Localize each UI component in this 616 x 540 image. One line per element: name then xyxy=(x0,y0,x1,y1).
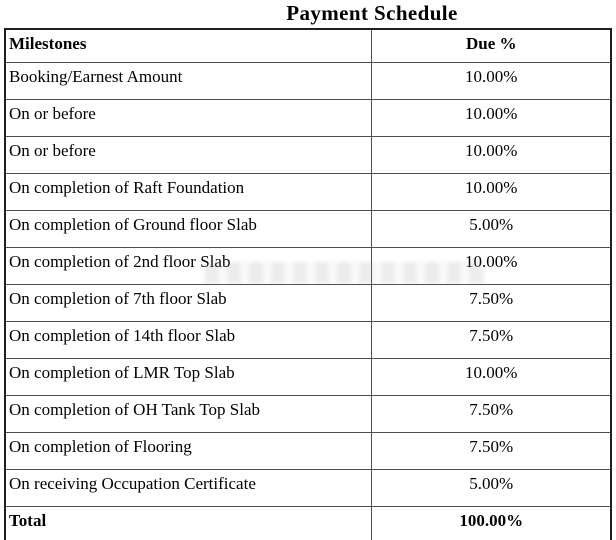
page-title: Payment Schedule xyxy=(286,1,458,25)
header-row: Milestones Due % xyxy=(4,28,612,63)
due-percent-cell: 5.00% xyxy=(370,469,612,507)
due-percent-cell: 10.00% xyxy=(370,136,612,174)
table-body: Booking/Earnest Amount 10.00% On or before… xyxy=(4,62,612,507)
milestone-cell: On or before xyxy=(4,136,372,174)
table-row: On completion of LMR Top Slab 10.00% xyxy=(4,358,612,396)
milestone-cell: On completion of 14th floor Slab xyxy=(4,321,372,359)
due-percent-cell: 10.00% xyxy=(370,173,612,211)
table-header: Milestones Due % xyxy=(4,28,612,63)
total-row: Total 100.00% xyxy=(4,506,612,540)
total-label: Total xyxy=(4,506,372,540)
due-percent-cell: 7.50% xyxy=(370,284,612,322)
milestone-cell: On completion of OH Tank Top Slab xyxy=(4,395,372,433)
table-row: On completion of 14th floor Slab 7.50% xyxy=(4,321,612,359)
total-due-value: 100.00% xyxy=(370,506,612,540)
due-percent-cell: 10.00% xyxy=(370,99,612,137)
table-row: On completion of 2nd floor Slab 10.00% xyxy=(4,247,612,285)
due-percent-cell: 10.00% xyxy=(370,358,612,396)
table-row: On or before 10.00% xyxy=(4,99,612,137)
milestone-cell: On receiving Occupation Certificate xyxy=(4,469,372,507)
due-percent-cell: 5.00% xyxy=(370,210,612,248)
table-row: On completion of OH Tank Top Slab 7.50% xyxy=(4,395,612,433)
table-row: Booking/Earnest Amount 10.00% xyxy=(4,62,612,100)
table-row: On completion of Flooring 7.50% xyxy=(4,432,612,470)
milestone-cell: On or before xyxy=(4,99,372,137)
table-row: On or before 10.00% xyxy=(4,136,612,174)
milestone-cell: Booking/Earnest Amount xyxy=(4,62,372,100)
column-header-milestones: Milestones xyxy=(4,28,372,63)
payment-schedule-table: Milestones Due % Booking/Earnest Amount 1… xyxy=(4,28,612,540)
due-percent-cell: 10.00% xyxy=(370,62,612,100)
table-row: On completion of Ground floor Slab 5.00% xyxy=(4,210,612,248)
table-footer: Total 100.00% xyxy=(4,506,612,540)
due-percent-cell: 7.50% xyxy=(370,432,612,470)
due-percent-cell: 7.50% xyxy=(370,395,612,433)
table-row: On completion of 7th floor Slab 7.50% xyxy=(4,284,612,322)
milestone-cell: On completion of LMR Top Slab xyxy=(4,358,372,396)
milestone-cell: On completion of 2nd floor Slab xyxy=(4,247,372,285)
table-row: On completion of Raft Foundation 10.00% xyxy=(4,173,612,211)
milestone-cell: On completion of Raft Foundation xyxy=(4,173,372,211)
column-header-due-percent: Due % xyxy=(370,28,612,63)
milestone-cell: On completion of Flooring xyxy=(4,432,372,470)
table-row: On receiving Occupation Certificate 5.00% xyxy=(4,469,612,507)
milestone-cell: On completion of Ground floor Slab xyxy=(4,210,372,248)
due-percent-cell: 10.00% xyxy=(370,247,612,285)
due-percent-cell: 7.50% xyxy=(370,321,612,359)
milestone-cell: On completion of 7th floor Slab xyxy=(4,284,372,322)
